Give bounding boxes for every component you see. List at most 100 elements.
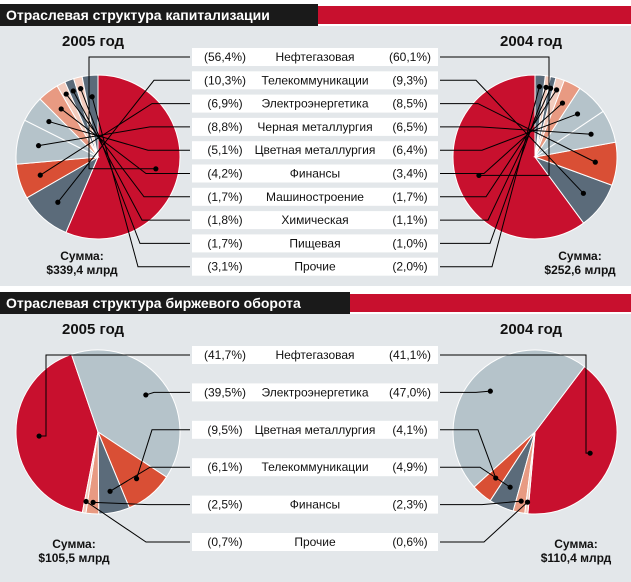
pie-anchor-dot (63, 91, 69, 97)
total-value-right: $110,4 млрд (541, 551, 612, 565)
pie-anchor-dot (580, 190, 586, 196)
pie-anchor-dot (588, 131, 594, 137)
legend-row-bg (192, 48, 438, 66)
pie-anchor-dot (518, 498, 524, 504)
legend-row-bg (192, 234, 438, 253)
right-pie-slice-0 (527, 365, 618, 515)
pie-anchor-dot (46, 118, 52, 125)
right-percent-label: (1,1%) (392, 213, 427, 227)
legend-row-bg (192, 383, 438, 402)
leader-line-right (440, 390, 491, 393)
right-percent-label: (6,4%) (392, 143, 427, 157)
year-label-right: 2004 год (500, 321, 563, 338)
category-label: Машиностроение (266, 190, 364, 204)
section-header-bar (0, 4, 318, 26)
pie-anchor-dot (35, 143, 42, 149)
total-value-right: $252,6 млрд (544, 263, 616, 277)
left-pie-slice-1 (70, 349, 181, 478)
left-percent-label: (8,8%) (207, 120, 242, 134)
leader-line-left (65, 93, 190, 198)
right-percent-label: (4,1%) (392, 423, 427, 437)
leader-line-right (440, 79, 584, 194)
left-percent-label: (2,5%) (207, 498, 242, 512)
legend-row-bg (192, 533, 438, 551)
total-label-right: Сумма: (558, 249, 601, 263)
pie-anchor-dot (487, 388, 493, 394)
right-percent-label: (60,1%) (389, 50, 431, 64)
pie-anchor-dot (133, 476, 140, 482)
pie-anchor-dot (592, 159, 598, 165)
right-percent-label: (1,0%) (392, 236, 427, 250)
category-label: Электроэнергетика (261, 97, 368, 111)
year-label-left: 2005 год (62, 321, 125, 338)
legend-row-bg (192, 495, 438, 514)
legend-row-bg (192, 257, 438, 276)
year-label-right: 2004 год (500, 33, 563, 50)
category-label: Нефтегазовая (275, 50, 354, 64)
legend-row-bg (192, 420, 438, 439)
legend-row-bg (192, 117, 438, 136)
right-percent-label: (9,3%) (392, 73, 427, 87)
leader-line-right (440, 126, 592, 135)
leader-line-left (39, 354, 190, 437)
right-percent-label: (3,4%) (392, 167, 427, 181)
left-percent-label: (56,4%) (204, 50, 246, 64)
leader-line-left (136, 429, 190, 479)
section-header-accent (318, 6, 631, 24)
pie-anchor-dot (574, 111, 581, 117)
category-label: Пищевая (289, 236, 340, 250)
category-label: Телекоммуникации (261, 73, 368, 87)
section-header-bar (0, 292, 350, 314)
total-value-left: $339,4 млрд (46, 263, 118, 277)
leader-line-left (145, 391, 190, 396)
leader-line-left (72, 90, 190, 221)
pie-anchor-dot (78, 86, 84, 92)
right-percent-label: (6,5%) (392, 120, 427, 134)
total-value-left: $105,5 млрд (38, 551, 110, 565)
legend-row-bg (192, 71, 438, 90)
left-percent-label: (4,2%) (207, 167, 242, 181)
pie-anchor-dot (37, 172, 43, 178)
left-pie-slice-5 (81, 431, 99, 514)
left-percent-label: (1,7%) (207, 190, 242, 204)
left-percent-label: (3,1%) (207, 260, 242, 274)
total-label-right: Сумма: (554, 537, 597, 551)
pie-anchor-dot (536, 84, 543, 90)
category-label: Телекоммуникации (261, 460, 368, 474)
leader-line-right (440, 103, 596, 163)
left-pie-slice-0 (15, 353, 99, 514)
left-percent-label: (6,9%) (207, 97, 242, 111)
pie-anchor-dot (553, 87, 560, 93)
right-percent-label: (47,0%) (389, 385, 431, 399)
year-label-left: 2005 год (62, 33, 125, 50)
pie-anchor-dot (543, 84, 549, 90)
category-label: Химическая (281, 213, 348, 227)
left-percent-label: (0,7%) (207, 535, 242, 549)
pie-anchor-dot (55, 199, 61, 205)
leader-line-left (93, 501, 190, 506)
section-title: Отраслевая структура капитализации (6, 7, 270, 23)
right-pie-slice-5 (524, 431, 536, 515)
leader-line-right (440, 102, 563, 174)
right-percent-label: (8,5%) (392, 97, 427, 111)
left-percent-label: (41,7%) (204, 348, 246, 362)
total-label-left: Сумма: (60, 249, 103, 263)
legend-row-bg (192, 94, 438, 113)
pie-anchor-dot (70, 88, 76, 94)
section-header-accent (350, 294, 631, 312)
leader-line-right (440, 429, 497, 479)
pie-anchor-dot (58, 106, 64, 112)
left-percent-label: (1,8%) (207, 213, 242, 227)
leader-line-right (440, 87, 547, 244)
pie-anchor-dot (547, 85, 554, 91)
right-pie-slice-1 (452, 349, 586, 488)
legend-row-bg (192, 346, 438, 364)
pie-anchor-dot (524, 499, 531, 505)
category-label: Прочие (294, 260, 336, 274)
leader-line-left (39, 103, 190, 176)
leader-line-right (440, 466, 511, 488)
pie-anchor-dot (107, 488, 113, 494)
pie-anchor-dot (143, 392, 149, 398)
pie-anchor-dot (89, 94, 95, 100)
total-label-left: Сумма: (52, 537, 95, 551)
